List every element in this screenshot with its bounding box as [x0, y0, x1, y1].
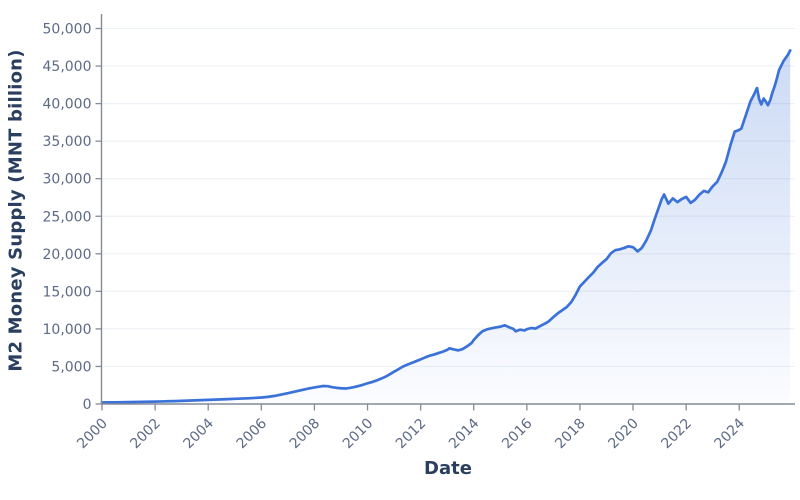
x-tick-label: 2000	[74, 416, 111, 453]
x-tick-label: 2016	[499, 415, 536, 452]
y-tick-label: 25,000	[43, 209, 92, 225]
y-axis-title: M2 Money Supply (MNT billion)	[5, 49, 27, 372]
y-tick-label: 45,000	[43, 59, 92, 75]
y-tick-label: 15,000	[43, 284, 92, 300]
x-tick-label: 2024	[712, 415, 749, 452]
x-tick-label: 2012	[393, 416, 430, 453]
y-tick-label: 5,000	[51, 359, 91, 375]
x-tick-label: 2014	[446, 415, 483, 452]
y-tick-label: 0	[83, 397, 92, 413]
x-tick-label: 2022	[658, 416, 695, 453]
x-axis-title: Date	[424, 458, 472, 479]
y-tick-label: 30,000	[43, 172, 92, 188]
x-tick-label: 2020	[605, 416, 642, 453]
x-tick-label: 2006	[234, 415, 271, 452]
y-tick-label: 10,000	[43, 322, 92, 338]
x-tick-label: 2010	[340, 416, 377, 453]
y-tick-label: 20,000	[43, 247, 92, 263]
y-tick-label: 40,000	[43, 97, 92, 113]
y-tick-label: 35,000	[43, 134, 92, 150]
x-tick-label: 2002	[127, 416, 164, 453]
m2-area-fill	[102, 50, 791, 405]
m2-line-series	[100, 49, 792, 404]
x-tick-label: 2008	[287, 416, 324, 453]
y-tick-label: 50,000	[43, 22, 92, 38]
x-tick-label: 2004	[181, 415, 218, 452]
x-tick-label: 2018	[552, 416, 589, 453]
